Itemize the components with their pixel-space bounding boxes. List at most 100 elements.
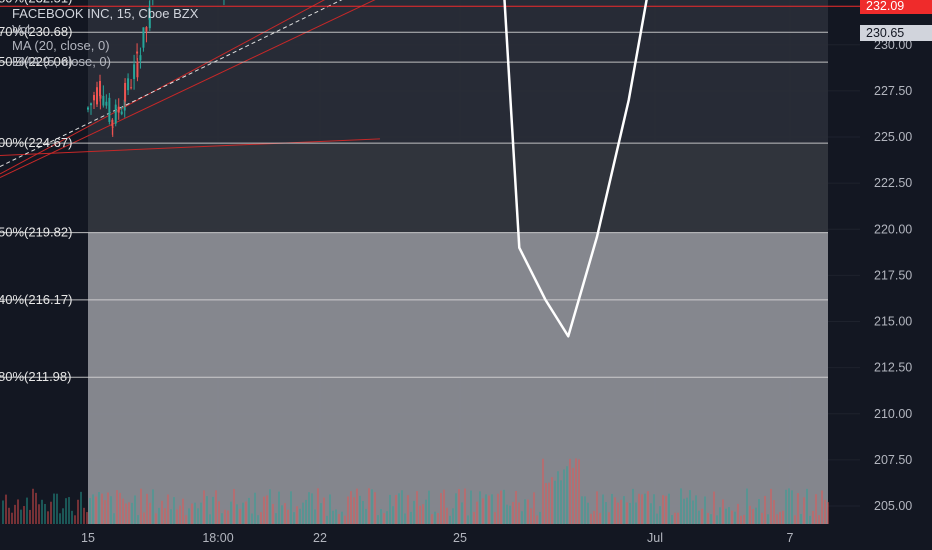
candle-body [105, 101, 108, 106]
volume-bar [263, 496, 265, 524]
candle-body [142, 27, 145, 48]
volume-bar [542, 458, 544, 524]
volume-bar [536, 515, 538, 524]
candle-body [96, 87, 98, 105]
price-series [87, 0, 225, 137]
volume-bar [95, 496, 97, 524]
volume-bar [191, 503, 193, 524]
candle-body [120, 111, 123, 115]
volume-bar [146, 493, 148, 524]
volume-bar [758, 499, 760, 524]
volume-bar [353, 497, 355, 524]
projection-curve [503, 0, 648, 338]
volume-bar [689, 490, 691, 524]
volume-bar [356, 488, 358, 524]
volume-bar [752, 509, 754, 524]
volume-bar [620, 499, 622, 524]
volume-bar [515, 490, 517, 524]
volume-bar [638, 493, 640, 524]
volume-bar [389, 494, 391, 524]
candle-body [114, 104, 117, 124]
ma-indicator-label[interactable]: MA (20, close, 0) [12, 38, 110, 53]
volume-bar [713, 491, 715, 524]
volume-bar [788, 488, 790, 524]
time-axis[interactable]: 15 18:00 22 25 Jul 7 [0, 524, 932, 550]
volume-bar [662, 495, 664, 524]
volume-bar [524, 499, 526, 524]
volume-bar [332, 510, 334, 524]
volume-bar [227, 510, 229, 524]
volume-bar [140, 488, 142, 524]
volume-bar [20, 509, 22, 524]
ema-indicator-label[interactable]: EMA (5, close, 0) [12, 54, 111, 69]
volume-bar [656, 513, 658, 524]
volume-bar [671, 514, 673, 524]
volume-bar [335, 509, 337, 524]
volume-bar [701, 508, 703, 524]
volume-bar [467, 515, 469, 524]
volume-bar [149, 502, 151, 524]
candle-body [90, 103, 92, 106]
price-axis-label: 225.00 [874, 130, 912, 144]
price-axis-label: 227.50 [874, 84, 912, 98]
volume-bar [653, 494, 655, 524]
volume-bar [518, 502, 520, 524]
price-axis-label: 212.50 [874, 361, 912, 375]
volume-bar [725, 508, 727, 524]
candle-body [111, 119, 114, 127]
volume-bar [686, 497, 688, 524]
volume-bar [785, 489, 787, 524]
volume-bar [200, 502, 202, 524]
volume-bar [194, 502, 196, 524]
volume-bar [32, 488, 34, 524]
volume-bar [197, 508, 199, 524]
price-axis-bg [860, 0, 932, 550]
price-axis-label: 215.00 [874, 315, 912, 329]
volume-bar [455, 493, 457, 524]
volume-bar [494, 512, 496, 524]
volume-bar [80, 491, 82, 524]
volume-bar [548, 482, 550, 524]
volume-bar [695, 495, 697, 524]
volume-bar [152, 489, 154, 524]
trendline-red-1 [0, 0, 326, 175]
volume-bar [644, 493, 646, 524]
volume-bar [611, 493, 613, 524]
volume-bar [305, 499, 307, 524]
volume-bar [236, 504, 238, 524]
symbol-title[interactable]: FACEBOOK INC, 15, Cboe BZX [12, 6, 199, 21]
volume-indicator-label[interactable]: Vol [12, 22, 31, 37]
volume-bars [2, 458, 829, 524]
volume-bar [323, 497, 325, 524]
fib-band-lower [88, 232, 828, 525]
volume-bar [161, 500, 163, 524]
volume-bar [14, 504, 16, 524]
volume-bar [482, 498, 484, 524]
volume-bar [425, 499, 427, 524]
volume-bar [767, 514, 769, 524]
chart-legend: FACEBOOK INC, 15, Cboe BZX Vol MA (20, c… [12, 6, 198, 70]
volume-bar [269, 489, 271, 524]
price-axis[interactable]: 205.00 207.50 210.00 212.50 215.00 217.50 220.… [860, 0, 932, 550]
volume-bar [368, 488, 370, 524]
volume-bar [668, 493, 670, 524]
time-axis-label: 25 [453, 531, 467, 545]
left-area [0, 0, 88, 524]
volume-bar [71, 510, 73, 524]
volume-bar [299, 508, 301, 524]
volume-bar [83, 507, 85, 524]
volume-bar [380, 509, 382, 524]
fib-label: 50%(229.06) [0, 54, 72, 69]
volume-bar [41, 499, 43, 524]
volume-bar [602, 494, 604, 524]
volume-bar [743, 514, 745, 524]
volume-bar [350, 491, 352, 524]
volume-bar [458, 489, 460, 524]
volume-bar [110, 496, 112, 524]
volume-bar [683, 498, 685, 524]
price-axis-label: 210.00 [874, 407, 912, 421]
volume-bar [137, 515, 139, 524]
fib-label: 50%(219.82) [0, 225, 72, 240]
volume-bar [503, 489, 505, 524]
